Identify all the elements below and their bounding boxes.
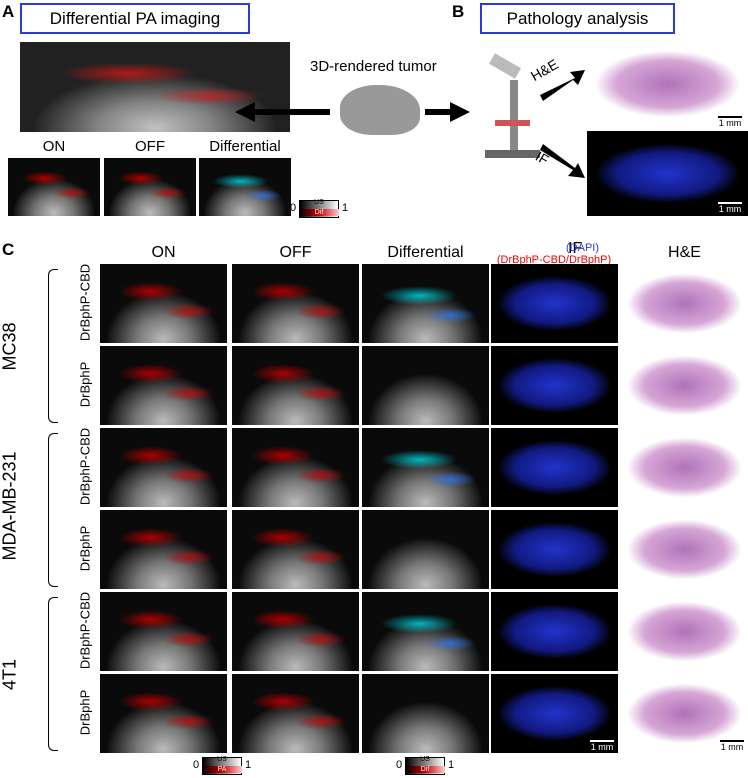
- image-panel: [362, 346, 489, 425]
- panel-label: B: [452, 2, 465, 21]
- image-panel: [491, 346, 618, 425]
- colorbar-max: 1: [342, 202, 349, 214]
- thumb-label: OFF: [135, 138, 165, 155]
- colorbar-max: 1: [448, 759, 455, 771]
- column-subheader: (DAPI): [566, 242, 599, 254]
- image-panel: [100, 592, 227, 671]
- image-panel: [100, 428, 227, 507]
- scale-bar: 1 mm: [718, 202, 742, 214]
- panel-label: C: [2, 240, 15, 259]
- image-panel: [362, 510, 489, 589]
- tumor-render: [340, 85, 420, 135]
- image-panel: [100, 510, 227, 589]
- panel-label: A: [2, 2, 15, 21]
- image-panel: [491, 674, 618, 753]
- image-panel: [362, 428, 489, 507]
- thumb-image: [199, 158, 291, 216]
- image-panel: [232, 264, 359, 343]
- if-image: [587, 131, 748, 216]
- colorbar-top: US: [217, 756, 227, 763]
- image-panel: [232, 428, 359, 507]
- image-panel: [362, 674, 489, 753]
- image-panel: [232, 674, 359, 753]
- image-panel: [232, 510, 359, 589]
- thumb-image: [104, 158, 196, 216]
- image-panel: [362, 264, 489, 343]
- image-panel: [491, 510, 618, 589]
- column-header: IF: [568, 240, 583, 257]
- colorbar-min: 0: [290, 202, 297, 214]
- colorbar-bottom: Dif: [299, 209, 339, 216]
- column-subheader: (DrBphP-CBD/DrBphP): [496, 254, 612, 266]
- colorbar-top: US: [314, 199, 324, 206]
- column-header: ON: [151, 244, 176, 261]
- thumb-label: Differential: [209, 138, 281, 155]
- group-label: MC38: [0, 322, 20, 371]
- group-label: 4T1: [0, 658, 20, 691]
- panel-title: Pathology analysis: [480, 3, 675, 34]
- image-panel: [100, 346, 227, 425]
- column-header: H&E: [668, 244, 701, 261]
- image-panel: [621, 510, 748, 589]
- image-panel: [621, 346, 748, 425]
- image-panel: [621, 428, 748, 507]
- thumb-label: ON: [42, 138, 66, 155]
- center-label: 3D-rendered tumor: [310, 58, 437, 75]
- group-label: MDA-MB-231: [0, 451, 20, 561]
- colorbar-min: 0: [193, 759, 200, 771]
- scale-bar: 1 mm: [720, 740, 744, 752]
- group-bracket: [48, 597, 58, 751]
- image-panel: [621, 592, 748, 671]
- colorbar-min: 0: [396, 759, 403, 771]
- image-panel: [362, 592, 489, 671]
- image-panel: [100, 674, 227, 753]
- scale-bar: 1 mm: [590, 740, 614, 752]
- row-label: DrBphP: [77, 689, 93, 735]
- group-bracket: [48, 269, 58, 423]
- image-panel: [491, 264, 618, 343]
- image-panel: [232, 346, 359, 425]
- colorbar-top: US: [420, 756, 430, 763]
- he-image: [587, 40, 748, 128]
- image-panel: [621, 674, 748, 753]
- scale-bar: 1 mm: [718, 116, 742, 128]
- column-header: OFF: [279, 244, 312, 261]
- group-bracket: [48, 433, 58, 587]
- image-panel: [621, 264, 748, 343]
- colorbar-max: 1: [245, 759, 252, 771]
- colorbar-bottom: PA: [202, 766, 242, 773]
- image-panel: [232, 592, 359, 671]
- image-panel: [100, 264, 227, 343]
- thumb-image: [8, 158, 100, 216]
- image-panel: [491, 592, 618, 671]
- image-panel: [491, 428, 618, 507]
- colorbar-bottom: Dif: [405, 766, 445, 773]
- panel-title: Differential PA imaging: [20, 3, 250, 34]
- column-header: Differential: [387, 244, 464, 261]
